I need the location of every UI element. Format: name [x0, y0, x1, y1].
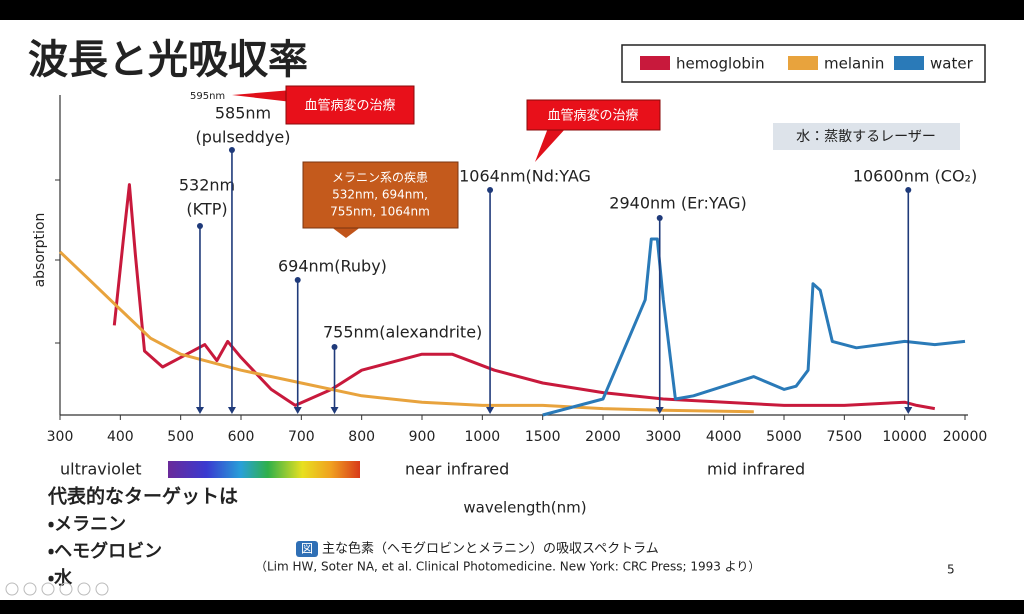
x-tick-label: 600 [228, 429, 255, 445]
laser-dot [331, 344, 338, 350]
target-item: ・メラニン [48, 514, 126, 535]
callout-box [302, 161, 459, 229]
x-tick-label: 2000 [585, 429, 621, 445]
legend-label: melanin [824, 55, 884, 73]
laser-label: 10600nm (CO₂) [853, 167, 977, 186]
x-tick-label: 4000 [706, 429, 742, 445]
laser-arrowhead [330, 407, 339, 414]
callout-text: メラニン系の疾患 [332, 171, 428, 185]
marker-label: 595nm [190, 91, 225, 102]
callout-text: 532nm, 694nm, [332, 188, 428, 202]
series-line [542, 237, 966, 417]
laser-dot [656, 215, 663, 221]
laser-arrowhead [655, 407, 664, 414]
laser-label: (KTP) [186, 200, 227, 219]
player-controls[interactable] [5, 582, 109, 596]
x-tick-label: 10000 [882, 429, 927, 445]
bottom-bar [0, 600, 1024, 614]
laser-label: 2940nm (Er:YAG) [609, 194, 746, 213]
laser-label: 532nm [179, 176, 235, 195]
page-number: 5 [947, 563, 955, 577]
x-tick-label: 500 [167, 429, 194, 445]
laser-dot [228, 147, 235, 153]
laser-arrowhead [486, 407, 495, 414]
target-item: ・ヘモグロビン [48, 540, 162, 562]
laser-label: (pulseddye) [195, 128, 290, 147]
x-tick-label: 400 [107, 429, 134, 445]
laser-arrowhead [293, 407, 302, 414]
legend-label: hemoglobin [676, 55, 765, 73]
callout-box [285, 85, 415, 125]
region-label: mid infrared [707, 460, 805, 479]
x-tick-label: 1000 [465, 429, 501, 445]
x-tick-label: 700 [288, 429, 315, 445]
caption-badge [296, 541, 318, 557]
y-axis-label: absorption [32, 213, 48, 288]
targets-heading: 代表的なターゲットは [47, 485, 238, 508]
x-tick-label: 20000 [943, 429, 988, 445]
slide-title: 波長と光吸収率 [28, 37, 308, 83]
x-tick-label: 1500 [525, 429, 561, 445]
region-label: ultraviolet [60, 460, 142, 479]
callout-pointer [232, 90, 292, 102]
legend-swatch [788, 56, 818, 70]
x-axis-label: wavelength(nm) [463, 499, 586, 517]
legend-swatch [640, 56, 670, 70]
callout-pointer [535, 128, 566, 162]
legend-label: water [930, 55, 974, 73]
callout-pointer [330, 226, 362, 238]
laser-arrowhead [195, 407, 204, 414]
series-line [58, 250, 754, 414]
region-label: near infrared [405, 460, 509, 479]
note-text: 水：蒸散するレーザー [796, 129, 936, 145]
caption-source: （Lim HW, Soter NA, et al. Clinical Photo… [255, 560, 760, 574]
laser-dot [487, 187, 494, 193]
x-tick-label: 5000 [766, 429, 802, 445]
x-tick-label: 300 [47, 429, 74, 445]
laser-label: 585nm [215, 104, 271, 123]
note-box [773, 123, 960, 150]
callout-box [526, 99, 661, 131]
x-tick-label: 800 [348, 429, 375, 445]
x-tick-label: 3000 [646, 429, 682, 445]
laser-label: 694nm(Ruby) [278, 257, 387, 276]
laser-dot [294, 277, 301, 283]
x-tick-label: 900 [409, 429, 436, 445]
caption-text: 主な色素（ヘモグロビンとメラニン）の吸収スペクトラム [322, 542, 659, 557]
x-tick-label: 7500 [827, 429, 863, 445]
laser-label: 755nm(alexandrite) [323, 323, 482, 342]
legend-swatch [894, 56, 924, 70]
slide-bg [0, 20, 1024, 600]
callout-text: 血管病変の治療 [547, 108, 638, 124]
spectrum-bar [168, 461, 360, 478]
laser-arrowhead [227, 407, 236, 414]
callout-text: 血管病変の治療 [304, 98, 395, 114]
laser-dot [196, 223, 203, 229]
laser-label: 1064nm(Nd:YAG [459, 167, 591, 186]
laser-dot [905, 187, 912, 193]
top-bar [0, 0, 1024, 20]
caption-badge-text: 図 [301, 542, 313, 556]
series-line [112, 183, 936, 411]
callout-text: 755nm, 1064nm [330, 205, 430, 219]
laser-arrowhead [904, 407, 913, 414]
